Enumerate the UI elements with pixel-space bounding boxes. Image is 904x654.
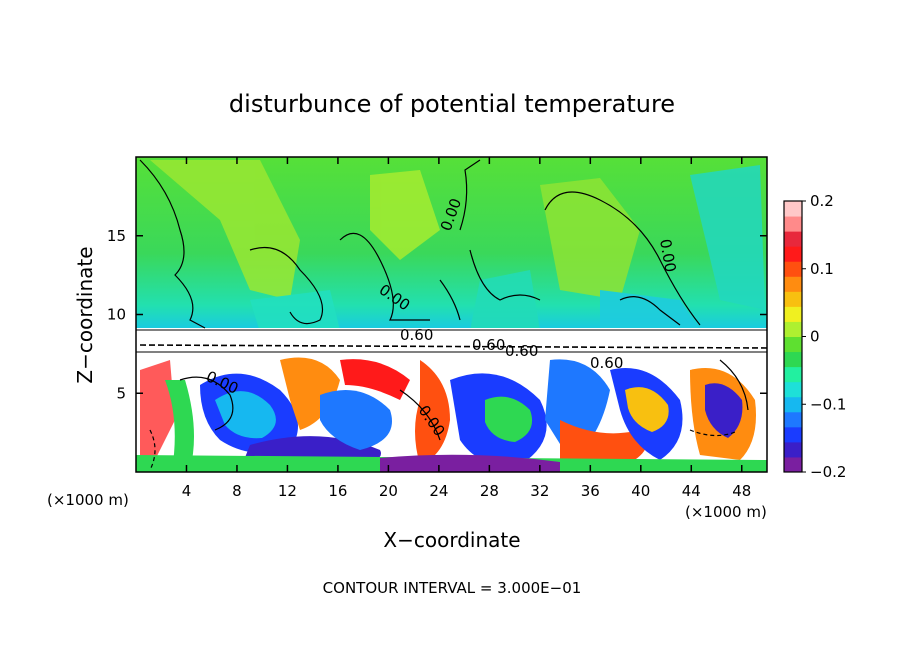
colorbar-swatch — [784, 261, 802, 277]
x-tick-label: 44 — [682, 482, 701, 500]
lower-eddies — [136, 357, 767, 472]
x-tick-label: 8 — [232, 482, 242, 500]
x-unit-label-right: (×1000 m) — [685, 503, 767, 521]
colorbar-swatch — [784, 396, 802, 413]
y-tick-label: 15 — [107, 227, 126, 245]
contour-label: 0.60 — [505, 342, 538, 360]
colorbar-swatch — [784, 456, 802, 473]
x-tick-label: 16 — [328, 482, 347, 500]
contour-label: 0.60 — [400, 326, 433, 344]
colorbar-swatch — [784, 336, 802, 353]
colorbar-tick-label: 0 — [810, 328, 820, 346]
x-tick-label: 48 — [732, 482, 751, 500]
x-tick-label: 36 — [581, 482, 600, 500]
x-tick-label: 40 — [631, 482, 650, 500]
colorbar-tick-label: 0.2 — [810, 192, 834, 210]
x-tick-label: 4 — [182, 482, 192, 500]
colorbar-tick-label: 0.1 — [810, 260, 834, 278]
x-tick-label: 32 — [530, 482, 549, 500]
colorbar-swatch — [784, 216, 802, 232]
x-axis-label: X−coordinate — [383, 528, 520, 552]
plot-field: 0.00 0.00 0.00 0.00 0.00 0.60 0.60 0.60 … — [136, 157, 767, 472]
contour-label: 0.00 — [656, 238, 680, 274]
colorbar: 0.2 0.1 0 −0.1 −0.2 — [783, 192, 846, 481]
colorbar-swatch — [784, 306, 802, 322]
colorbar-swatch — [784, 441, 802, 458]
x-unit-label-left: (×1000 m) — [47, 491, 129, 509]
y-tick-label: 10 — [107, 306, 126, 324]
colorbar-swatch — [784, 426, 802, 443]
colorbar-swatch — [784, 201, 802, 217]
colorbar-swatch — [784, 411, 802, 428]
x-tick-label: 24 — [429, 482, 448, 500]
colorbar-tick-label: −0.2 — [810, 463, 846, 481]
x-tick-label: 20 — [379, 482, 398, 500]
colorbar-swatch — [784, 246, 802, 262]
colorbar-tick-label: −0.1 — [810, 395, 846, 413]
y-axis-label: Z−coordinate — [73, 246, 97, 383]
contour-label: 0.60 — [590, 354, 623, 372]
colorbar-swatch — [784, 276, 802, 292]
x-tick-label: 12 — [278, 482, 297, 500]
contour-interval-note: CONTOUR INTERVAL = 3.000E−01 — [323, 579, 582, 597]
colorbar-swatch — [784, 291, 802, 307]
inversion-band — [136, 328, 767, 352]
colorbar-swatch — [784, 351, 802, 368]
contour-label: 0.60 — [472, 336, 505, 354]
colorbar-swatch — [784, 366, 802, 383]
colorbar-swatch — [784, 381, 802, 398]
colorbar-swatch — [784, 321, 802, 337]
chart-title: disturbunce of potential temperature — [229, 90, 675, 118]
x-tick-label: 28 — [480, 482, 499, 500]
colorbar-swatch — [784, 231, 802, 247]
y-tick-label: 5 — [116, 384, 126, 402]
contour-lines — [136, 159, 767, 471]
